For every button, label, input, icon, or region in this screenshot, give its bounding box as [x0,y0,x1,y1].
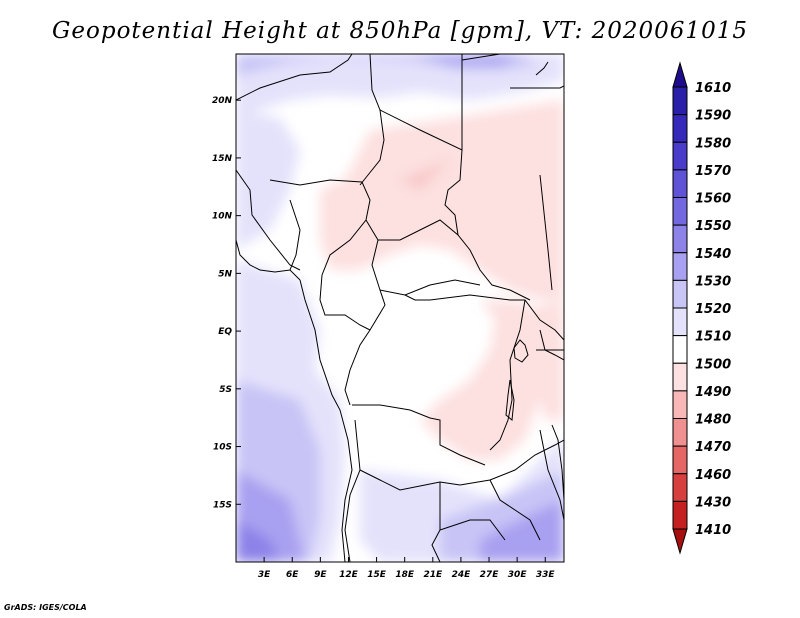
x-tick-label: 18E [395,570,415,580]
y-tick-label: 15N [212,154,233,164]
colorbar-swatch [672,335,688,364]
x-axis: 3E 6E 9E 12E 15E 18E 21E 24E 27E 30E 33E [258,557,556,580]
map-frame [235,53,565,563]
colorbar-swatch [672,252,688,281]
y-tick-label: 5N [218,269,232,279]
colorbar-swatch [672,197,688,226]
y-tick-label: 5S [219,385,232,395]
x-tick-label: 9E [314,570,327,580]
colorbar-level-label: 1470 [695,440,731,455]
colorbar-swatch [672,390,688,419]
colorbar-level-label: 1430 [695,495,731,510]
colorbar-swatch [672,418,688,447]
colorbar-swatch [672,473,688,502]
colorbar-level-label: 1610 [695,81,731,96]
colorbar-swatch [672,445,688,475]
grads-credit: GrADS: IGES/COLA [4,603,87,612]
colorbar-level-label: 1550 [695,219,731,234]
x-tick-label: 21E [423,570,443,580]
y-tick-label: 15S [213,500,232,510]
colorbar-swatch [672,114,688,143]
x-tick-label: 27E [480,570,500,580]
colorbar-level-label: 1530 [695,274,731,289]
x-tick-label: 12E [339,570,359,580]
x-tick-label: 24E [452,570,472,580]
colorbar-level-label: 1460 [695,468,731,483]
chart-title: Geopotential Height at 850hPa [gpm], VT:… [52,18,748,44]
height-field [236,54,564,562]
colorbar-bottom-extension [672,528,688,555]
x-tick-label: 33E [536,570,556,580]
colorbar-level-label: 1520 [695,302,731,317]
colorbar-swatch [672,141,688,171]
colorbar-level-label: 1580 [695,136,731,151]
colorbar-level-label: 1500 [695,357,731,372]
map-panel: 3E 6E 9E 12E 15E 18E 21E 24E 27E 30E 33E 20N 15N 10N… [212,53,565,580]
colorbar-swatch [672,500,688,530]
colorbar-swatch [672,224,688,254]
colorbar-level-label: 1510 [695,330,731,345]
x-tick-label: 3E [258,570,271,580]
colorbar-level-label: 1560 [695,192,731,207]
x-tick-label: 15E [367,570,387,580]
colorbar-swatch [672,307,688,337]
colorbar-level-label: 1540 [695,247,731,262]
colorbar-swatch [672,362,688,392]
y-tick-label: 10N [212,212,233,222]
colorbar-top-extension [672,61,688,88]
colorbar-level-label: 1480 [695,413,731,428]
country-borders [236,54,564,562]
colorbar-level-label: 1570 [695,164,731,179]
colorbar-swatch [672,279,688,309]
colorbar-level-label: 1590 [695,109,731,124]
colorbar-swatch [672,86,688,116]
y-axis: 20N 15N 10N 5N EQ 5S 10S 15S [212,96,241,510]
y-tick-label: 20N [212,96,233,106]
colorbar: 1610 1590 1580 1570 1560 1550 1540 1530 1520 1510… [672,61,731,555]
colorbar-level-label: 1490 [695,385,731,400]
colorbar-swatch [672,169,688,198]
y-tick-label: EQ [218,327,232,337]
x-tick-label: 6E [286,570,299,580]
y-tick-label: 10S [213,443,232,453]
x-tick-label: 30E [508,570,528,580]
colorbar-level-label: 1410 [695,523,731,538]
